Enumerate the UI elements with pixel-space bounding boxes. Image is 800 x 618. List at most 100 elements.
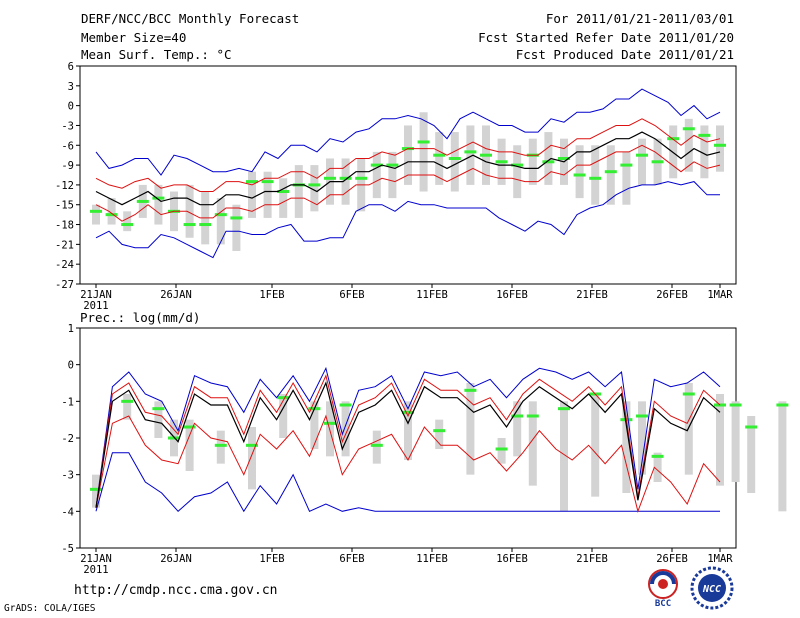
spread-box bbox=[591, 145, 600, 205]
y-tick-label: 1 bbox=[68, 323, 74, 335]
x-tick-label: 26JAN bbox=[160, 553, 192, 565]
x-tick-label: 21JAN bbox=[80, 553, 112, 565]
std-upper-line bbox=[95, 374, 721, 508]
spread-box bbox=[123, 394, 132, 420]
spread-box bbox=[700, 125, 709, 179]
std-lower-line bbox=[95, 144, 721, 222]
spread-box bbox=[107, 198, 116, 225]
produced-date-label: Fcst Produced Date 2011/01/21 bbox=[515, 47, 734, 62]
y-tick-label: 6 bbox=[68, 61, 74, 73]
std-upper-line bbox=[95, 118, 721, 192]
spread-box bbox=[435, 132, 444, 185]
spread-box bbox=[279, 178, 288, 218]
spread-box bbox=[497, 438, 506, 464]
spread-box bbox=[404, 401, 412, 460]
x-tick-sublabel: 2011 bbox=[83, 564, 108, 576]
start-date-label: Fcst Started Refer Date 2011/01/20 bbox=[478, 30, 734, 45]
y-tick-label: -2 bbox=[61, 433, 74, 445]
y-tick-label: -18 bbox=[55, 220, 74, 232]
spread-box bbox=[513, 401, 522, 457]
y-tick-label: -15 bbox=[55, 200, 74, 212]
spread-box bbox=[404, 125, 412, 185]
spread-box bbox=[591, 394, 600, 497]
spread-box bbox=[279, 394, 288, 438]
x-tick-label: 1MAR bbox=[707, 289, 733, 301]
spread-box bbox=[684, 118, 693, 172]
x-tick-sublabel: 2011 bbox=[83, 300, 108, 312]
source-url[interactable]: http://cmdp.ncc.cma.gov.cn bbox=[74, 583, 278, 598]
spread-box bbox=[466, 383, 475, 475]
spread-box bbox=[232, 204, 241, 251]
x-tick-label: 16FEB bbox=[496, 289, 528, 301]
grads-credit: GrADS: COLA/IGES bbox=[4, 603, 96, 614]
spread-box bbox=[216, 430, 225, 464]
x-tick-label: 1FEB bbox=[259, 289, 284, 301]
spread-box bbox=[341, 401, 350, 457]
x-tick-label: 1FEB bbox=[259, 553, 284, 565]
bcc-logo: BCC bbox=[640, 568, 686, 609]
ncc-logo-text: NCC bbox=[702, 584, 721, 595]
ensemble-mean-line bbox=[95, 131, 721, 206]
spread-box bbox=[310, 401, 319, 449]
spread-box bbox=[92, 204, 100, 225]
y-tick-label: -3 bbox=[61, 120, 74, 132]
x-tick-label: 21FEB bbox=[576, 289, 608, 301]
plot-frame bbox=[79, 65, 737, 285]
bcc-logo-text: BCC bbox=[655, 599, 671, 608]
x-tick-label: 26FEB bbox=[656, 289, 688, 301]
y-tick-label: -5 bbox=[61, 543, 74, 555]
spread-box bbox=[513, 145, 522, 199]
spread-box bbox=[653, 452, 662, 482]
ensemble-mean-line bbox=[95, 381, 721, 508]
spread-box bbox=[778, 401, 787, 512]
spread-box bbox=[528, 138, 537, 185]
y-tick-label: -12 bbox=[55, 180, 74, 192]
min-line bbox=[95, 181, 720, 259]
spread-box bbox=[606, 145, 615, 205]
chart-title: DERF/NCC/BCC Monthly Forecast bbox=[81, 11, 300, 26]
variable-label: Mean Surf. Temp.: °C bbox=[81, 47, 232, 62]
spread-box bbox=[747, 416, 756, 493]
spread-box bbox=[372, 430, 381, 464]
ncc-logo: NCC bbox=[690, 566, 734, 610]
y-tick-label: -6 bbox=[61, 140, 74, 152]
member-size-label: Member Size=40 bbox=[81, 30, 187, 45]
max-line bbox=[95, 88, 721, 176]
spread-box bbox=[638, 401, 646, 475]
y-tick-label: -3 bbox=[61, 470, 74, 482]
y-tick-label: -9 bbox=[61, 160, 74, 172]
y-tick-label: -27 bbox=[55, 279, 74, 291]
spread-box bbox=[638, 138, 646, 185]
spread-box bbox=[248, 427, 256, 490]
x-tick-label: 21FEB bbox=[576, 553, 608, 565]
y-tick-label: -21 bbox=[55, 239, 74, 251]
spread-box bbox=[731, 401, 740, 482]
spread-box bbox=[716, 394, 724, 486]
spread-box bbox=[263, 171, 272, 218]
prec-variable-label: Prec.: log(mm/d) bbox=[80, 310, 200, 325]
spread-box bbox=[435, 419, 444, 449]
y-tick-label: -1 bbox=[61, 396, 74, 408]
x-tick-label: 1MAR bbox=[707, 553, 733, 565]
spread-box bbox=[528, 401, 537, 486]
spread-box bbox=[575, 145, 584, 199]
x-tick-label: 16FEB bbox=[496, 553, 528, 565]
y-tick-label: 3 bbox=[68, 81, 74, 93]
spread-box bbox=[294, 165, 303, 218]
spread-box bbox=[716, 125, 724, 172]
x-tick-label: 11FEB bbox=[416, 289, 448, 301]
spread-box bbox=[154, 401, 163, 438]
spread-box bbox=[388, 151, 397, 199]
max-line bbox=[95, 366, 721, 508]
x-tick-label: 21JAN bbox=[80, 289, 112, 301]
spread-box bbox=[310, 165, 319, 212]
x-tick-label: 11FEB bbox=[416, 553, 448, 565]
y-tick-label: 0 bbox=[68, 101, 74, 113]
y-tick-label: -4 bbox=[61, 506, 74, 518]
spread-box bbox=[419, 112, 428, 192]
x-tick-label: 6FEB bbox=[339, 553, 364, 565]
spread-box bbox=[216, 198, 225, 245]
spread-box bbox=[450, 132, 459, 192]
